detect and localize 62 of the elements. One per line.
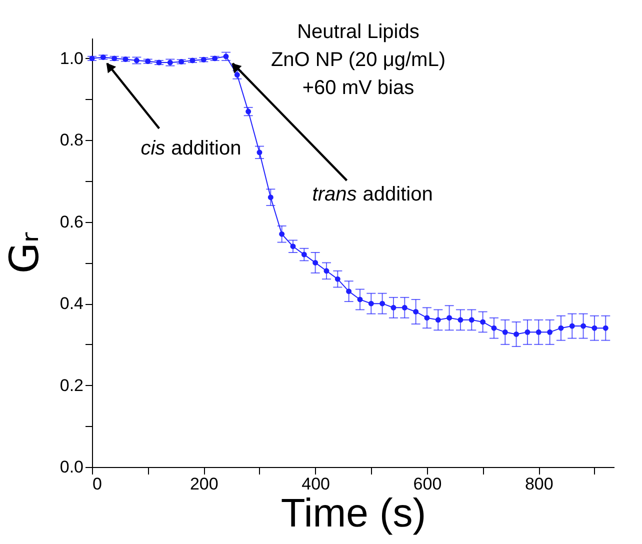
point (290, 244, 296, 250)
point (547, 329, 553, 335)
point (580, 323, 586, 329)
point (134, 58, 140, 64)
point (458, 317, 464, 323)
point (380, 300, 386, 306)
point (592, 325, 598, 331)
point (145, 58, 151, 64)
point (480, 319, 486, 325)
point (569, 323, 575, 329)
point (334, 276, 340, 282)
y-tick-label: 0.6 (60, 212, 84, 232)
point (301, 252, 307, 258)
x-axis-title: Time (s) (280, 492, 426, 536)
point (122, 56, 128, 62)
point (524, 329, 530, 335)
point (536, 329, 542, 335)
annotation: trans addition (312, 183, 433, 206)
y-axis-title: Gᵣ (2, 232, 48, 274)
point (178, 58, 184, 64)
point (279, 231, 285, 237)
x-tick-label: 0 (92, 474, 102, 494)
point (190, 58, 196, 64)
y-tick-label: 0.0 (60, 458, 84, 476)
point (424, 315, 430, 321)
y-tick-label: 0.8 (60, 130, 84, 150)
point (200, 56, 206, 62)
point (312, 260, 318, 266)
point (390, 304, 396, 310)
annotation: cis addition (140, 137, 242, 160)
point (402, 304, 408, 310)
point (246, 108, 252, 114)
text: Neutral Lipids ZnO NP (20 μg/mL) +60 mV bias (270, 21, 446, 99)
y-tick-label: 0.2 (60, 376, 84, 395)
point (413, 309, 419, 314)
x-tick-label: 600 (413, 474, 442, 494)
point (212, 56, 218, 62)
point (100, 54, 106, 60)
point (491, 325, 497, 331)
point (368, 300, 374, 306)
point (602, 325, 608, 331)
point (112, 56, 118, 62)
x-tick-label: 800 (524, 474, 554, 494)
point (468, 317, 474, 323)
x-tick-label: 200 (190, 474, 218, 494)
point (256, 150, 262, 156)
point (446, 315, 452, 321)
point (558, 325, 564, 331)
point (223, 54, 229, 60)
point (324, 268, 330, 274)
y-tick-label: 0.4 (60, 294, 84, 314)
point (268, 194, 274, 200)
point (234, 72, 240, 78)
point (167, 60, 173, 66)
point (502, 329, 508, 335)
point (156, 60, 162, 66)
y-tick-label: 1.0 (60, 48, 84, 68)
point (346, 288, 352, 294)
x-tick-label: 400 (302, 474, 330, 494)
point (514, 331, 520, 337)
point (435, 317, 441, 323)
point (357, 296, 363, 302)
